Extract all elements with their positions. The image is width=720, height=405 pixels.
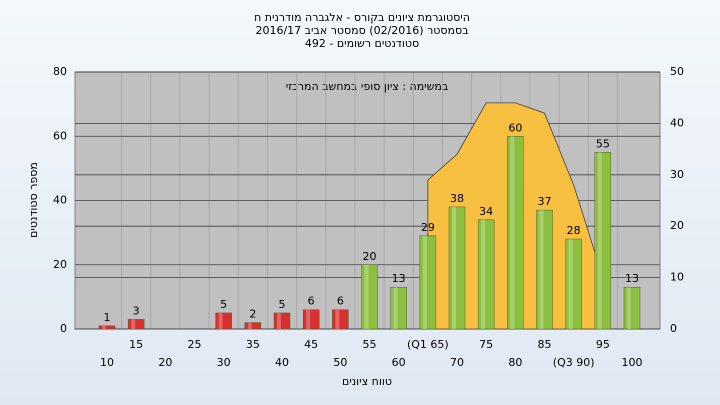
data-label: 2 xyxy=(249,308,256,321)
bar-highlight xyxy=(597,152,602,329)
data-label: 20 xyxy=(363,250,377,263)
annotation: במשימה : ציון סופי במחשב המרכזי xyxy=(286,80,449,93)
x-tick-label: 30 xyxy=(217,356,231,369)
data-label: 6 xyxy=(337,295,344,308)
y2-tick-label: 0 xyxy=(670,322,677,335)
y-tick-label: 20 xyxy=(53,258,67,271)
x-tick-label: 40 xyxy=(275,356,289,369)
x-tick-label: 100 xyxy=(622,356,643,369)
bar xyxy=(332,309,349,330)
data-label: 28 xyxy=(567,224,581,237)
x-tick-label: 80 xyxy=(508,356,522,369)
chart-subtitle: בסמסטר (02/2016) סמסטר אביב 2016/17 xyxy=(255,24,468,37)
bar-highlight xyxy=(568,239,573,329)
bar-highlight xyxy=(539,210,544,329)
bar xyxy=(536,209,553,330)
y-tick-label: 0 xyxy=(60,322,67,335)
bar-highlight xyxy=(306,309,311,329)
bar xyxy=(273,312,291,330)
x-tick-label: 10 xyxy=(100,356,114,369)
chart-subtitle: סטודנטים רשומים - 492 xyxy=(305,37,419,50)
x-tick-label: (Q1 65) xyxy=(407,338,449,351)
bar xyxy=(448,206,466,330)
data-label: 13 xyxy=(625,272,639,285)
data-label: 37 xyxy=(538,195,552,208)
bar xyxy=(623,286,641,330)
y2-tick-label: 40 xyxy=(670,116,684,129)
bar-highlight xyxy=(218,312,223,329)
bar xyxy=(594,152,612,330)
y2-tick-label: 30 xyxy=(670,168,684,181)
bar-highlight xyxy=(481,219,486,329)
chart-title: היסטוגרמת ציונים בקורס - אלגברה מודרנית … xyxy=(254,11,470,24)
data-label: 29 xyxy=(421,221,435,234)
x-axis-label: טווח ציונים xyxy=(342,375,392,388)
data-label: 13 xyxy=(392,272,406,285)
x-tick-label: 60 xyxy=(392,356,406,369)
y-tick-label: 60 xyxy=(53,129,67,142)
x-tick-label: 75 xyxy=(479,338,493,351)
bar-highlight xyxy=(364,264,369,329)
y2-tick-label: 20 xyxy=(670,219,684,232)
data-label: 1 xyxy=(104,311,111,324)
bar-highlight xyxy=(102,325,106,329)
data-label: 5 xyxy=(279,298,286,311)
bar xyxy=(419,235,437,330)
y2-tick-label: 10 xyxy=(670,271,684,284)
bar-highlight xyxy=(510,136,515,329)
x-tick-label: 50 xyxy=(333,356,347,369)
bar-highlight xyxy=(393,287,398,329)
data-label: 6 xyxy=(308,295,315,308)
bar-highlight xyxy=(277,312,281,329)
y-tick-label: 80 xyxy=(53,65,67,78)
y2-tick-label: 50 xyxy=(670,65,684,78)
bar xyxy=(390,286,407,330)
bar-highlight xyxy=(131,319,136,329)
x-tick-label: 45 xyxy=(304,338,318,351)
bar xyxy=(507,136,524,330)
data-label: 34 xyxy=(479,205,493,218)
bar xyxy=(361,264,378,330)
bar xyxy=(302,309,320,330)
data-label: 3 xyxy=(133,304,140,317)
x-tick-label: 95 xyxy=(596,338,610,351)
data-label: 5 xyxy=(220,298,227,311)
x-tick-label: 55 xyxy=(363,338,377,351)
x-tick-label: 20 xyxy=(158,356,172,369)
bar xyxy=(565,238,582,330)
bar xyxy=(215,312,232,330)
x-tick-label: 15 xyxy=(129,338,143,351)
y-tick-label: 40 xyxy=(53,194,67,207)
bar xyxy=(244,322,262,330)
bar-highlight xyxy=(422,235,427,329)
bar xyxy=(127,319,145,330)
x-tick-label: 70 xyxy=(450,356,464,369)
bar-highlight xyxy=(452,206,456,329)
bar-highlight xyxy=(627,287,631,329)
bar xyxy=(477,219,495,330)
data-label: 60 xyxy=(508,121,522,134)
x-tick-label: 85 xyxy=(538,338,552,351)
bar-highlight xyxy=(335,309,340,329)
data-label: 38 xyxy=(450,192,464,205)
bar-highlight xyxy=(247,322,252,329)
x-tick-label: 25 xyxy=(188,338,202,351)
bar xyxy=(98,325,116,330)
x-tick-label: (Q3 90) xyxy=(553,356,595,369)
data-label: 55 xyxy=(596,137,610,150)
y-axis-label: מספר סטודנטים xyxy=(27,162,40,238)
x-tick-label: 35 xyxy=(246,338,260,351)
